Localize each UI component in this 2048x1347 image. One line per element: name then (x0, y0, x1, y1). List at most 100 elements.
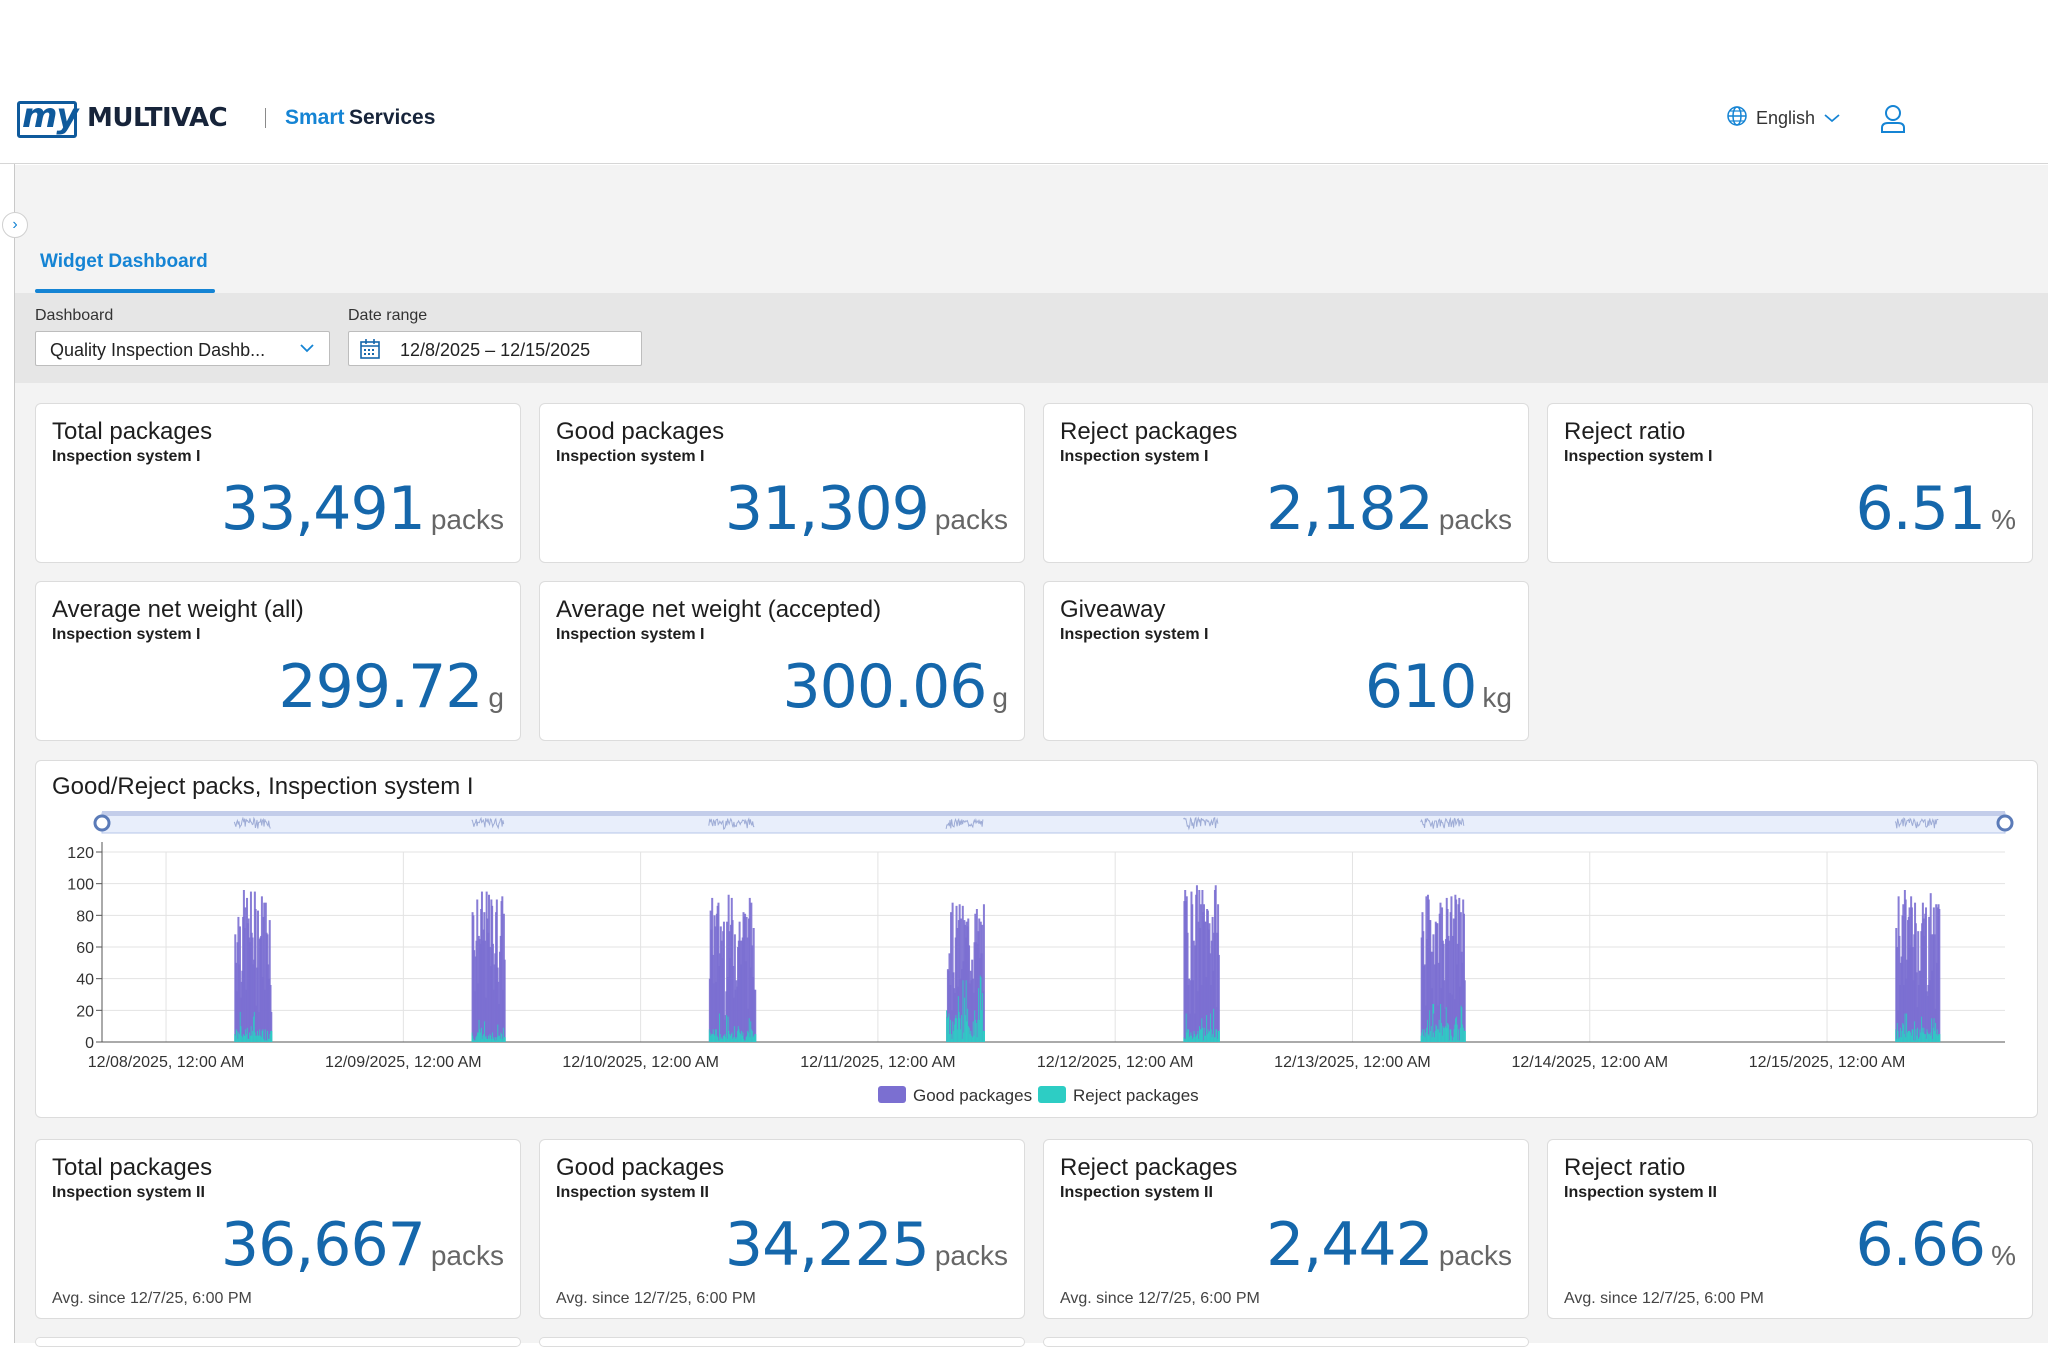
bar-good (1450, 896, 1453, 1042)
bar-good (754, 989, 757, 1042)
logo-divider (265, 108, 266, 128)
zoom-sparkline (945, 817, 984, 829)
kpi-card-good-packages-2[interactable]: Good packages Inspection system II 34,22… (539, 1139, 1025, 1319)
kpi-card-avg-net-weight-all[interactable]: Average net weight (all) Inspection syst… (35, 581, 521, 741)
card-subtitle: Inspection system II (1060, 1184, 1213, 1201)
card-value: 31,309 packs (725, 474, 1008, 544)
kpi-card-total-packages-1[interactable]: Total packages Inspection system I 33,49… (35, 403, 521, 563)
bar-good (1195, 885, 1198, 1042)
card-subtitle: Inspection system I (1564, 448, 1713, 465)
bar-good (1432, 934, 1435, 1042)
bar-reject (270, 1030, 273, 1042)
kpi-card-reject-packages-2[interactable]: Reject packages Inspection system II 2,4… (1043, 1139, 1529, 1319)
zoom-handle (1996, 814, 2014, 832)
card-subtitle: Inspection system I (556, 448, 705, 465)
top-header: my MULTIVAC Smart Services English (0, 0, 2048, 164)
sidebar-edge (14, 164, 15, 1343)
zoom-sparkline (1183, 816, 1219, 831)
bar-good (1452, 918, 1455, 1042)
bar-good (484, 940, 487, 1042)
bar-good (1915, 972, 1918, 1042)
kpi-unit: packs (430, 504, 504, 535)
x-tick-label: 12/10/2025, 12:00 AM (562, 1054, 719, 1071)
language-selector[interactable]: English (1726, 105, 1841, 132)
bar-good (981, 924, 984, 1042)
kpi-unit: packs (1438, 1240, 1512, 1271)
card-value: 610 kg (1365, 652, 1512, 722)
kpi-card-good-packages-1[interactable]: Good packages Inspection system I 31,309… (539, 403, 1025, 563)
card-title: Reject packages (1060, 1154, 1238, 1181)
logo-frame (17, 101, 77, 138)
next-card-edge (1043, 1337, 1529, 1347)
kpi-unit: packs (1438, 504, 1512, 535)
y-tick-label: 80 (76, 908, 94, 925)
card-subtitle: Inspection system II (556, 1184, 709, 1201)
kpi-number: 33,491 (220, 474, 426, 544)
kpi-unit: g (992, 682, 1008, 713)
dashboard-select[interactable]: Quality Inspection Dashb... (35, 331, 330, 366)
bar-good (1217, 954, 1220, 1042)
zoom-sparkline (708, 817, 755, 830)
kpi-unit: g (488, 682, 504, 713)
tab-label: Widget Dashboard (40, 251, 208, 272)
card-value: 33,491 packs (221, 474, 504, 544)
kpi-unit: kg (1482, 682, 1512, 713)
product-name-smart: Smart (285, 106, 345, 129)
kpi-unit: packs (430, 1240, 504, 1271)
zoom-sparkline (1894, 817, 1939, 829)
kpi-card-reject-ratio-2[interactable]: Reject ratio Inspection system II 6.66% … (1547, 1139, 2033, 1319)
kpi-unit: packs (934, 504, 1008, 535)
bar-good (1199, 904, 1202, 1042)
tab-widget-dashboard[interactable]: Widget Dashboard (35, 245, 215, 293)
card-subtitle: Inspection system I (1060, 448, 1209, 465)
bar-good (982, 904, 985, 1042)
logo-brand: MULTIVAC (87, 103, 228, 133)
bar-good (1458, 897, 1461, 1042)
globe-icon (1726, 105, 1748, 132)
zoom-sparkline (1420, 816, 1465, 829)
x-tick-label: 12/12/2025, 12:00 AM (1037, 1054, 1194, 1071)
bar-good (501, 896, 504, 1042)
bar-good (268, 920, 271, 1042)
bar-good (1214, 885, 1217, 1042)
card-value: 299.72 g (278, 652, 504, 722)
zoom-handle (93, 814, 111, 832)
kpi-number: 610 (1364, 652, 1478, 722)
next-card-edge (35, 1337, 521, 1347)
bar-good (722, 921, 725, 1042)
card-title: Total packages (52, 1154, 213, 1181)
bar-good (1462, 913, 1465, 1042)
y-tick-label: 60 (76, 940, 94, 957)
bar-good (1928, 916, 1931, 1042)
card-subtitle: Inspection system I (52, 448, 201, 465)
user-icon[interactable] (1879, 104, 1907, 134)
y-tick-label: 0 (85, 1035, 94, 1052)
x-tick-label: 12/09/2025, 12:00 AM (325, 1054, 482, 1071)
logo-my: my (22, 96, 79, 136)
chart-card-good-reject: Good/Reject packs, Inspection system I 0… (35, 760, 2038, 1118)
sidebar-expand-button[interactable]: › (2, 212, 28, 238)
bar-good (1448, 940, 1451, 1042)
bar-good (1436, 923, 1439, 1042)
kpi-card-reject-ratio-1[interactable]: Reject ratio Inspection system I 6.51% (1547, 403, 2033, 563)
kpi-card-reject-packages-1[interactable]: Reject packages Inspection system I 2,18… (1043, 403, 1529, 563)
kpi-card-avg-net-weight-accepted[interactable]: Average net weight (accepted) Inspection… (539, 581, 1025, 741)
bar-good (1439, 902, 1442, 1042)
kpi-number: 6.51 (1855, 474, 1987, 544)
card-title: Total packages (52, 418, 213, 445)
date-range-picker[interactable]: 12/8/2025 – 12/15/2025 (348, 331, 642, 366)
bar-good (1191, 904, 1194, 1042)
chevron-down-icon (299, 340, 315, 361)
date-range-value: 12/8/2025 – 12/15/2025 (400, 340, 591, 360)
bar-good (1463, 980, 1466, 1042)
kpi-card-total-packages-2[interactable]: Total packages Inspection system II 36,6… (35, 1139, 521, 1319)
bar-good (950, 912, 953, 1042)
bar-good (1925, 907, 1928, 1042)
kpi-card-giveaway[interactable]: Giveaway Inspection system I 610 kg (1043, 581, 1529, 741)
y-tick-label: 100 (67, 877, 94, 894)
kpi-number: 34,225 (724, 1210, 930, 1280)
x-tick-label: 12/13/2025, 12:00 AM (1274, 1054, 1431, 1071)
bar-good (1933, 934, 1936, 1042)
bar-good (1896, 947, 1899, 1042)
bar-good (956, 928, 959, 1042)
